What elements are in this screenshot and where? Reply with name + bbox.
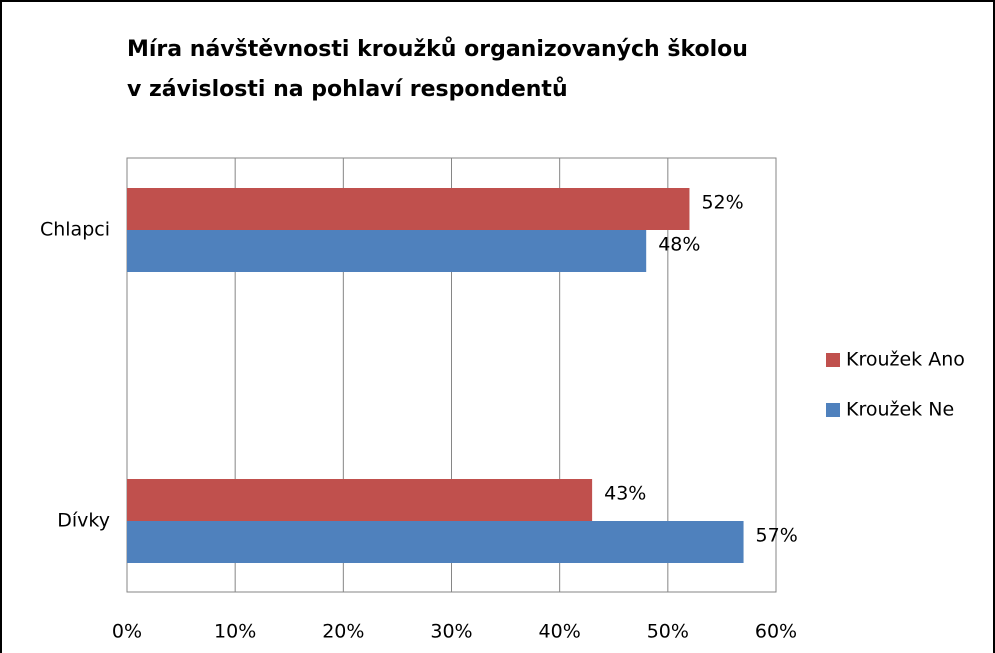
data-label: 52% xyxy=(701,192,743,214)
legend-label: Kroužek Ano xyxy=(846,349,965,371)
plot-border xyxy=(126,157,777,593)
bar xyxy=(127,521,744,563)
chart-title: v závislosti na pohlaví respondentů xyxy=(127,77,568,102)
bar xyxy=(127,230,647,272)
legend-swatch xyxy=(826,403,840,417)
legend-label: Kroužek Ne xyxy=(846,399,954,421)
data-label: 57% xyxy=(756,525,798,547)
x-tick-label: 20% xyxy=(322,621,364,643)
y-tick-label: Chlapci xyxy=(40,219,110,241)
y-tick-label: Dívky xyxy=(57,510,110,532)
bar xyxy=(127,479,593,521)
chart-title: Míra návštěvnosti kroužků organizovaných… xyxy=(127,37,748,62)
legend-swatch xyxy=(826,353,840,367)
x-tick-label: 40% xyxy=(539,621,581,643)
data-label: 43% xyxy=(604,483,646,505)
bar xyxy=(127,188,690,230)
x-tick-label: 50% xyxy=(647,621,689,643)
x-tick-label: 30% xyxy=(430,621,472,643)
x-tick-label: 60% xyxy=(755,621,797,643)
x-tick-label: 10% xyxy=(214,621,256,643)
x-tick-label: 0% xyxy=(112,621,142,643)
data-label: 48% xyxy=(658,234,700,256)
